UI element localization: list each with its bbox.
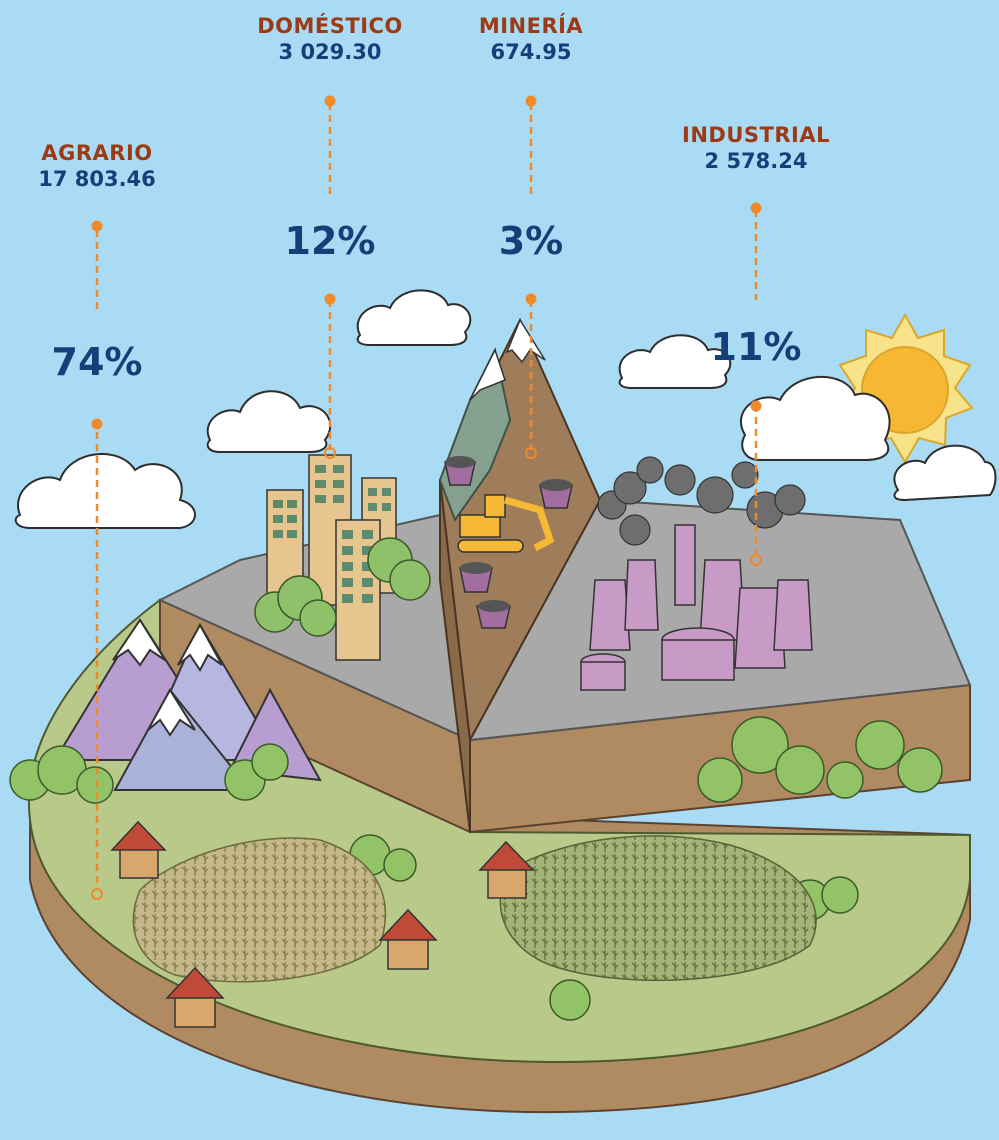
building-windows [273,465,391,603]
mine-cart-icon [459,562,493,593]
category-name: INDUSTRIAL [682,123,830,147]
mine-cart-icon [476,600,511,629]
cloud-icon [739,375,891,461]
percent-domestico: 12% [284,219,376,263]
cloud-icon [206,390,332,453]
category-value: 674.95 [490,40,572,65]
factory-chimney-icon [580,456,813,691]
slice-mineria [438,317,602,833]
crop-field-icon [132,835,817,983]
label-mineria: MINERÍA 674.95 [421,13,641,66]
cloud-icon [14,453,196,529]
leader-lines [95,103,758,890]
category-name: DOMÉSTICO [257,14,403,38]
label-industrial: INDUSTRIAL 2 578.24 [646,122,866,175]
category-value: 2 578.24 [704,149,808,174]
category-name: AGRARIO [41,141,153,165]
tree-icon [9,716,943,1021]
cloud-icon [618,334,732,389]
percent-industrial: 11% [710,325,802,369]
tree-icon [254,537,431,637]
cloud-icon [893,444,997,502]
mine-cart-icon [444,456,476,486]
leader-dots [91,95,762,900]
cloud-icon [356,289,472,346]
percent-agrario: 74% [51,340,143,384]
excavator-icon [457,494,555,553]
category-value: 3 029.30 [278,40,382,65]
category-value: 17 803.46 [38,167,156,192]
label-domestico: DOMÉSTICO 3 029.30 [220,13,440,66]
category-name: MINERÍA [478,14,584,38]
mine-cart-icon [539,479,573,509]
house-icon [110,820,535,1028]
percent-mineria: 3% [498,219,564,263]
label-agrario: AGRARIO 17 803.46 [0,140,207,193]
